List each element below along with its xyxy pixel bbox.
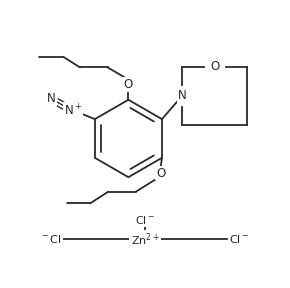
Text: O: O — [156, 166, 165, 179]
Text: Zn$^{2+}$: Zn$^{2+}$ — [130, 231, 160, 248]
Text: O: O — [210, 60, 220, 73]
Text: N$^+$: N$^+$ — [64, 103, 82, 119]
Text: $^-$Cl: $^-$Cl — [40, 233, 62, 245]
Text: N: N — [178, 89, 187, 102]
Text: O: O — [124, 78, 133, 91]
Text: Cl$^-$: Cl$^-$ — [229, 233, 249, 245]
Text: Cl$^-$: Cl$^-$ — [135, 214, 155, 226]
Text: N: N — [47, 92, 56, 105]
